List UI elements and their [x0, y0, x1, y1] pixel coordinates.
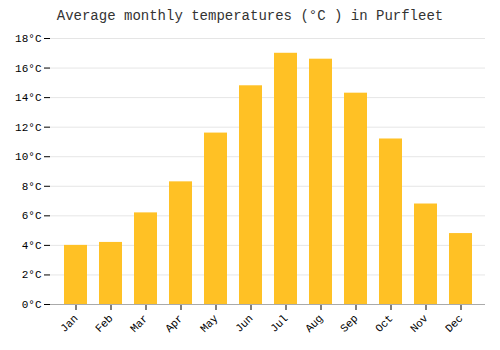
svg-text:Aug: Aug	[303, 312, 325, 334]
svg-text:Feb: Feb	[93, 312, 115, 334]
svg-text:Nov: Nov	[408, 312, 431, 335]
svg-text:Dec: Dec	[443, 312, 465, 334]
svg-text:0°C: 0°C	[22, 299, 42, 311]
svg-text:6°C: 6°C	[22, 210, 42, 222]
svg-text:14°C: 14°C	[15, 92, 42, 104]
svg-text:Jul: Jul	[268, 312, 290, 334]
svg-text:Oct: Oct	[373, 312, 395, 334]
svg-text:8°C: 8°C	[22, 181, 42, 193]
svg-text:Jun: Jun	[233, 312, 255, 334]
svg-text:Jan: Jan	[58, 312, 80, 334]
svg-text:May: May	[198, 312, 221, 335]
svg-text:Apr: Apr	[163, 312, 185, 334]
html-text:Average monthly temperatures (: Average monthly temperatures (°C ) in Pu…	[56, 8, 444, 24]
svg-text:Sep: Sep	[338, 312, 360, 334]
svg-text:2°C: 2°C	[22, 269, 42, 281]
svg-text:Mar: Mar	[128, 312, 150, 334]
svg-text:10°C: 10°C	[15, 151, 42, 163]
svg-text:16°C: 16°C	[15, 63, 42, 75]
svg-text:18°C: 18°C	[15, 33, 42, 45]
svg-text:12°C: 12°C	[15, 122, 42, 134]
svg-text:4°C: 4°C	[22, 240, 42, 252]
